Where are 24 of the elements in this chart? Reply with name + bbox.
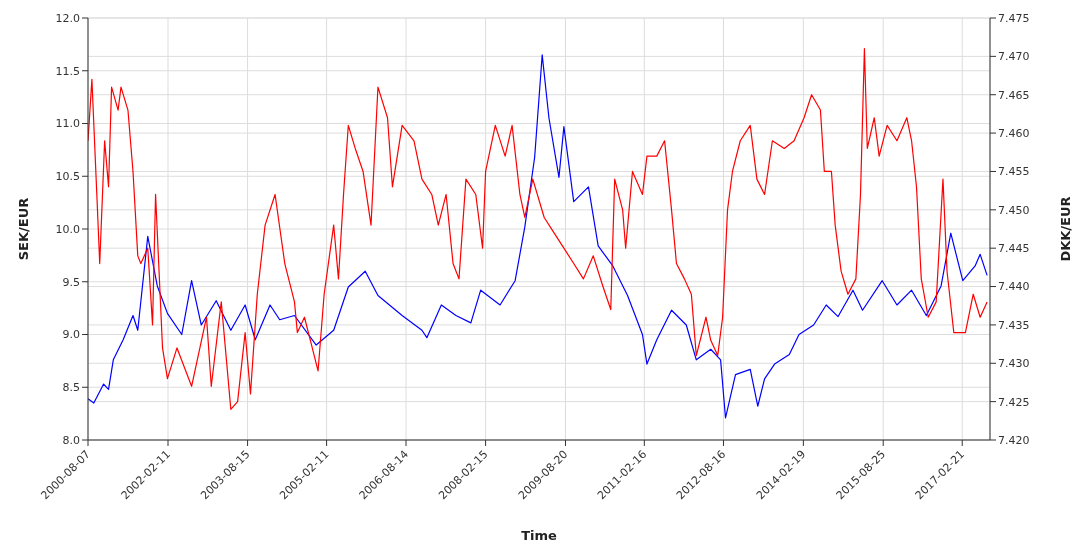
- y-tick-label: 8.0: [62, 433, 80, 447]
- y-tick-label: 8.5: [62, 381, 80, 395]
- y2-tick-label: 7.420: [998, 433, 1030, 447]
- y-tick-label: 12.0: [55, 11, 80, 25]
- y2-tick-label: 7.430: [998, 357, 1030, 371]
- y2-tick-label: 7.470: [998, 50, 1030, 64]
- y2-tick-label: 7.440: [998, 280, 1030, 294]
- y-tick-label: 9.5: [62, 275, 80, 289]
- y-tick-label: 10.5: [55, 170, 80, 184]
- y-tick-label: 11.5: [55, 64, 80, 78]
- y2-tick-label: 7.435: [998, 318, 1030, 332]
- x-axis-title: Time: [521, 528, 558, 543]
- y2-tick-label: 7.450: [998, 203, 1030, 217]
- y-tick-label: 9.0: [62, 328, 80, 342]
- y2-tick-label: 7.445: [998, 242, 1030, 256]
- y2-tick-label: 7.455: [998, 165, 1030, 179]
- y2-tick-label: 7.425: [998, 395, 1030, 409]
- y2-tick-label: 7.460: [998, 127, 1030, 140]
- y2-axis-title: DKK/EUR: [1057, 196, 1073, 262]
- y-tick-label: 10.0: [55, 222, 80, 236]
- y-axis-title: SEK/EUR: [15, 197, 31, 261]
- y-tick-label: 11.0: [55, 117, 80, 131]
- y2-tick-label: 7.465: [998, 88, 1030, 102]
- y2-tick-label: 7.475: [998, 11, 1030, 25]
